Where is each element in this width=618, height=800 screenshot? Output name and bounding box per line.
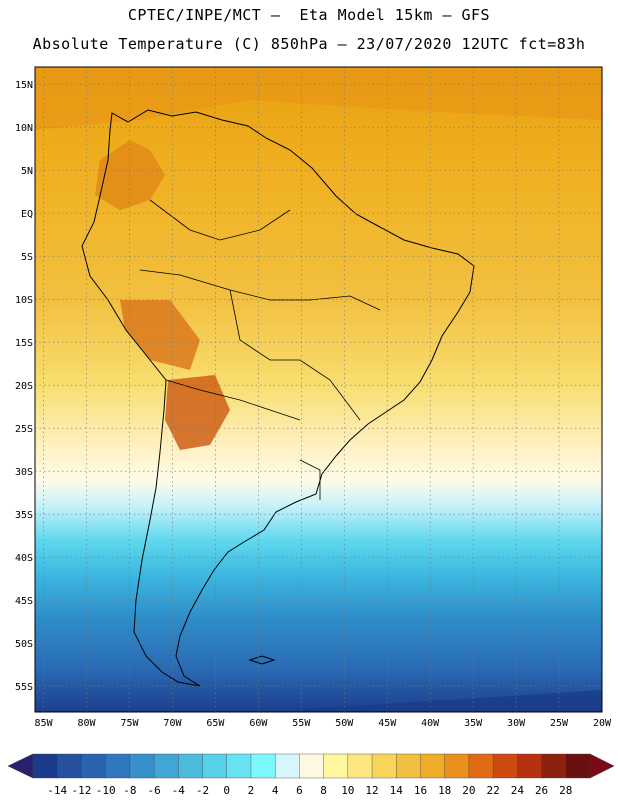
falkland-islands (248, 655, 276, 665)
lon-label: 25W (550, 718, 569, 729)
colorbar-swatch (299, 753, 325, 779)
colorbar-label: 14 (390, 784, 404, 797)
colorbar-label: -12 (71, 784, 91, 797)
colorbar-swatch (323, 753, 349, 779)
lon-label: 20W (593, 718, 612, 729)
colorbar: -14 -12 -10 -8 -6 -4 -2 0 2 4 6 8 10 12 14 16 18 20 22 24 26… (7, 753, 615, 797)
colorbar-label: 2 (248, 784, 255, 797)
colorbar-label: -4 (172, 784, 186, 797)
lon-label: 40W (421, 718, 440, 729)
colorbar-swatch (105, 753, 131, 779)
warm-region-andes-north (95, 140, 165, 210)
lon-label: 55W (292, 718, 311, 729)
colorbar-swatch (420, 753, 446, 779)
colorbar-label: 8 (320, 784, 327, 797)
lat-label: 25S (15, 424, 33, 435)
lon-label: 50W (335, 718, 354, 729)
colorbar-swatch (347, 753, 373, 779)
lat-label: 5S (21, 252, 33, 263)
colorbar-swatch (517, 753, 543, 779)
cold-region-south (260, 690, 602, 712)
latitude-labels: 15N 10N 5N EQ 5S 10S 15S 20S 25S 30S 35S 40S 45S 50S 5… (15, 80, 33, 693)
colorbar-swatch (274, 753, 300, 779)
warm-region-bolivia (120, 300, 200, 370)
lat-label: 10N (15, 123, 33, 134)
colorbar-label: -10 (96, 784, 116, 797)
colorbar-label: 18 (438, 784, 451, 797)
colorbar-swatch (202, 753, 228, 779)
lon-label: 45W (378, 718, 397, 729)
colorbar-swatch (129, 753, 155, 779)
colorbar-label: -6 (147, 784, 160, 797)
colorbar-label: 16 (414, 784, 427, 797)
lat-label: 35S (15, 510, 33, 521)
colorbar-swatch (226, 753, 252, 779)
colorbar-label: 22 (487, 784, 500, 797)
colorbar-label: 12 (365, 784, 378, 797)
colorbar-label: 6 (296, 784, 303, 797)
lat-label: 30S (15, 467, 33, 478)
lat-label: 45S (15, 596, 33, 607)
lat-label: 40S (15, 553, 33, 564)
lon-label: 30W (507, 718, 526, 729)
colorbar-swatch (444, 753, 470, 779)
lon-label: 60W (249, 718, 268, 729)
lat-label: 55S (15, 682, 33, 693)
colorbar-label: 0 (223, 784, 230, 797)
warm-region-caribbean (35, 67, 602, 130)
colorbar-swatch (32, 753, 58, 779)
lon-label: 75W (120, 718, 139, 729)
colorbar-arrow-right (589, 753, 615, 779)
title-line-1: CPTEC/INPE/MCT – Eta Model 15km – GFS (127, 6, 491, 24)
colorbar-swatch (57, 753, 82, 779)
colorbar-swatch (153, 753, 179, 779)
lat-label: EQ (21, 209, 33, 220)
lon-label: 65W (206, 718, 225, 729)
colorbar-label: 4 (272, 784, 279, 797)
lon-label: 85W (35, 718, 54, 729)
gridlines (35, 67, 602, 712)
colorbar-label: -8 (123, 784, 136, 797)
colorbar-label: -2 (196, 784, 209, 797)
colorbar-swatch (468, 753, 494, 779)
lon-label: 35W (464, 718, 483, 729)
longitude-labels: 85W 80W 75W 70W 65W 60W 55W 50W 45W 40W 35W 30W 25W 2… (35, 718, 612, 729)
colorbar-swatch (178, 753, 204, 779)
colorbar-swatch (371, 753, 397, 779)
colorbar-arrow-left (7, 753, 34, 779)
colorbar-swatch (492, 753, 518, 779)
colorbar-swatch (250, 753, 276, 779)
lat-label: 10S (15, 295, 33, 306)
lat-label: 20S (15, 381, 33, 392)
lat-label: 5N (21, 166, 33, 177)
colorbar-swatch (396, 753, 421, 779)
lat-label: 15N (15, 80, 33, 91)
lon-label: 80W (78, 718, 97, 729)
colorbar-label: -14 (47, 784, 67, 797)
colorbar-label: 10 (341, 784, 354, 797)
country-borders (139, 199, 381, 500)
colorbar-label: 20 (462, 784, 475, 797)
colorbar-swatch (81, 753, 107, 779)
colorbar-swatch (565, 753, 591, 779)
colorbar-label: 24 (511, 784, 525, 797)
lat-label: 15S (15, 338, 33, 349)
colorbar-swatch (541, 753, 567, 779)
colorbar-label: 26 (535, 784, 548, 797)
title-line-2: Absolute Temperature (C) 850hPa – 23/07/… (32, 35, 586, 53)
lat-label: 50S (15, 639, 33, 650)
lon-label: 70W (163, 718, 182, 729)
colorbar-label: 28 (559, 784, 572, 797)
map-frame (34, 66, 603, 713)
